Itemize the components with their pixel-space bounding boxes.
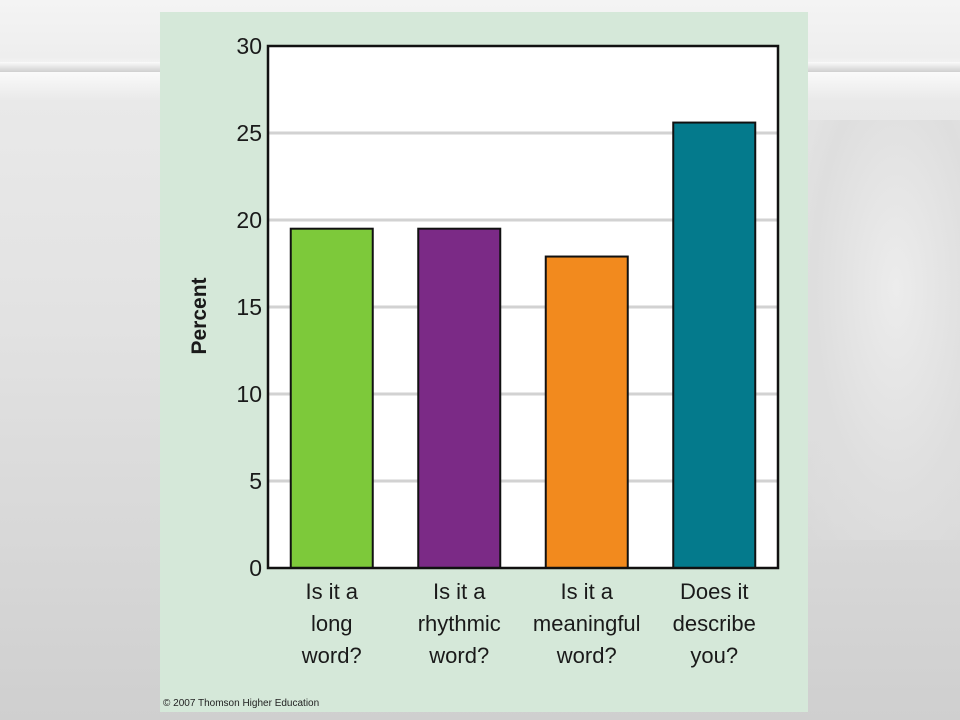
y-tick-label: 25 [236,120,262,146]
chart-panel: Percent 0 5 10 15 20 25 30 Is it a long word? Is i… [160,12,808,712]
x-category-label-line: Is it a [305,579,358,604]
y-tick-label: 30 [236,33,262,59]
x-category-label: Is it a rhythmic word? [418,579,501,668]
x-category-label-line: long [311,611,353,636]
bar [544,255,629,569]
bar [672,121,757,569]
x-category-label: Does it describe you? [673,579,756,668]
x-category-label-line: you? [690,643,738,668]
y-tick-label: 10 [236,381,262,407]
copyright-text: © 2007 Thomson Higher Education [163,698,320,709]
x-category-label-line: Is it a [433,579,486,604]
x-category-label: Is it a long word? [301,579,362,668]
x-category-label-line: word? [556,643,617,668]
x-category-label-line: word? [428,643,489,668]
x-category-label-line: Is it a [560,579,613,604]
bar [289,227,374,569]
x-category-label-line: describe [673,611,756,636]
y-tick-label: 20 [236,207,262,233]
x-category-label-line: word? [301,643,362,668]
x-category-label-line: Does it [680,579,748,604]
bar [417,227,502,569]
background-shape [800,120,960,540]
x-category-label-line: rhythmic [418,611,501,636]
y-tick-label: 0 [249,555,262,581]
x-category-label: Is it a meaningful word? [533,579,641,668]
y-axis-label: Percent [188,277,211,354]
plot-frame [266,44,780,570]
y-tick-label: 5 [249,468,262,494]
x-category-label-line: meaningful [533,611,641,636]
y-tick-label: 15 [236,294,262,320]
